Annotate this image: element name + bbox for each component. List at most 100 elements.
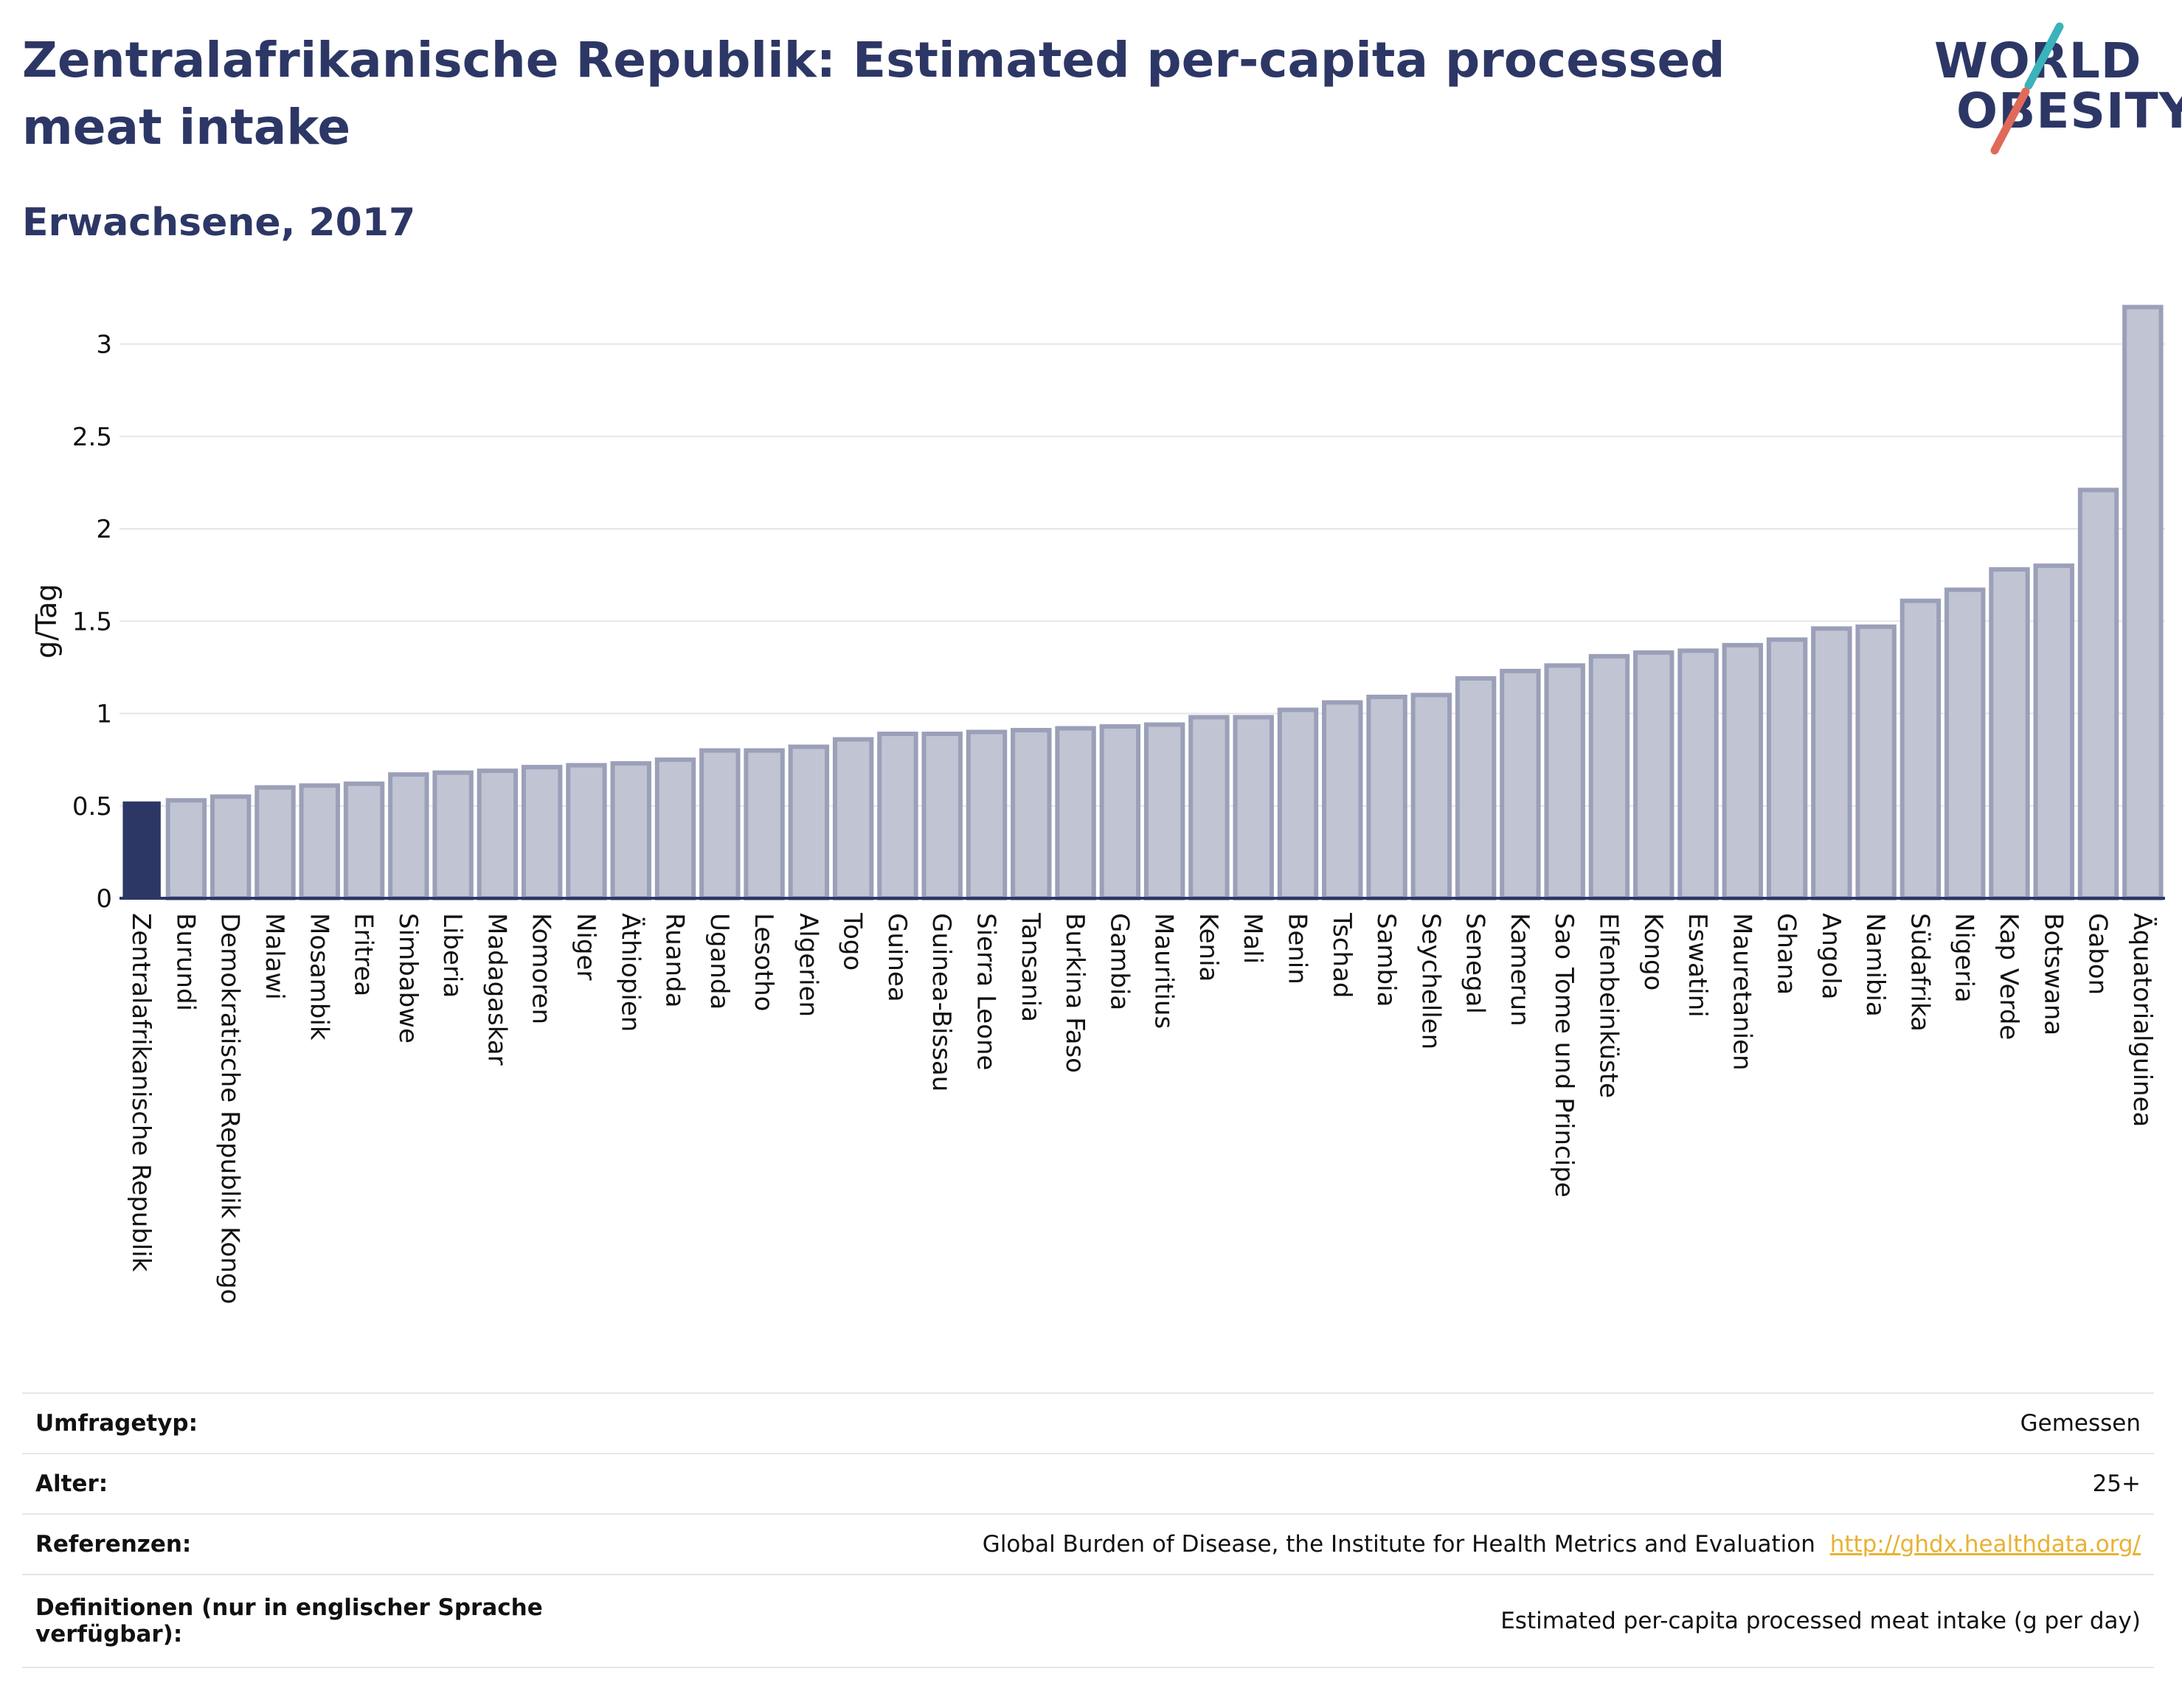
x-tick-label: Madagaskar [482,913,511,1066]
bar-gabon[interactable] [2077,487,2119,900]
x-axis-labels: Zentralafrikanische Republik Burundi Demok… [126,912,2157,1304]
x-tick-label: Sao Tome und Principe [1549,913,1579,1198]
x-tick-label: Eritrea [349,913,378,996]
bar-eswatini[interactable] [1677,648,1719,900]
x-tick-label: Zentralafrikanische Republik [126,913,156,1272]
bar-südafrika[interactable] [1899,598,1942,900]
bar-sierra-leone[interactable] [966,729,1008,900]
bar-togo[interactable] [832,737,874,900]
info-row-age: Alter: 25+ [22,1453,2154,1515]
x-tick-label: Sambia [1371,913,1401,1007]
survey-type-label: Umfragetyp: [22,1392,580,1454]
x-tick-label: Gambia [1104,913,1134,1010]
bar-gambia[interactable] [1099,724,1141,900]
bar-guinea[interactable] [877,732,918,900]
x-tick-label: Algerien [793,913,822,1017]
x-tick-label: Guinea [882,913,912,1002]
x-tick-label: Niger [571,913,600,980]
bar-nigeria[interactable] [1944,587,1986,900]
bar-guinea-bissau[interactable] [921,732,963,900]
bar-senegal[interactable] [1455,676,1497,901]
bar-madagaskar[interactable] [477,768,519,901]
references-value: Global Burden of Disease, the Institute … [982,1531,1815,1558]
x-tick-label: Togo [838,912,867,971]
x-tick-label: Äthiopien [615,913,645,1032]
info-row-definitions: Definitionen (nur in englischer Sprache … [22,1574,2154,1668]
x-tick-label: Demokratische Republik Kongo [215,913,245,1304]
bar-äthiopien[interactable] [610,761,651,901]
chart-subtitle: Erwachsene, 2017 [22,201,416,245]
bar-seychellen[interactable] [1410,692,1452,900]
x-tick-label: Eswatini [1683,913,1712,1018]
bar-lesotho[interactable] [744,748,785,900]
x-tick-label: Nigeria [1950,913,1979,1003]
bar-mauritius[interactable] [1143,722,1185,901]
bar-mosambik[interactable] [299,783,340,900]
x-tick-label: Lesotho [749,913,778,1011]
x-tick-label: Mosambik [304,913,333,1041]
bar-kamerun[interactable] [1500,668,1541,900]
bar-angola[interactable] [1811,626,1852,900]
bar-komoren[interactable] [521,765,563,901]
bar-uganda[interactable] [699,748,741,900]
x-tick-label: Tansania [1016,912,1045,1022]
bar-ghana[interactable] [1766,637,1808,900]
bar-mali[interactable] [1233,715,1274,901]
x-tick-label: Gabon [2083,913,2113,995]
logo-slash-icon [1990,22,2064,155]
x-tick-label: Elfenbeinküste [1593,913,1623,1098]
y-tick-label: 1 [96,700,112,729]
info-table: Umfragetyp: Gemessen Alter: 25+ Referenz… [22,1392,2154,1668]
bar-kap-verde[interactable] [1989,567,2030,900]
x-tick-label: Äquatorialguinea [2127,913,2157,1127]
age-label: Alter: [22,1453,580,1515]
x-tick-label: Simbabwe [393,913,423,1044]
bar-sambia[interactable] [1366,694,1407,901]
age-value: 25+ [580,1453,2154,1515]
x-tick-label: Komoren [527,913,556,1024]
references-link[interactable]: http://ghdx.healthdata.org/ [1829,1531,2141,1558]
bar-elfenbeinküste[interactable] [1588,653,1630,900]
definitions-label: Definitionen (nur in englischer Sprache … [22,1574,580,1668]
info-row-survey: Umfragetyp: Gemessen [22,1392,2154,1454]
bar-malawi[interactable] [254,785,296,901]
x-tick-label: Benin [1282,913,1312,985]
bar-zentralafrikanische-republik[interactable] [122,801,161,899]
x-tick-label: Burkina Faso [1060,913,1090,1073]
bar-äquatorialguinea[interactable] [2122,305,2164,900]
bar-ruanda[interactable] [654,757,696,900]
bar-demokratische-republik-kongo[interactable] [209,794,252,900]
x-tick-label: Mauritius [1149,913,1179,1029]
bar-niger[interactable] [566,763,607,901]
survey-type-value: Gemessen [580,1392,2154,1454]
bar-eritrea[interactable] [343,781,385,900]
definitions-value: Estimated per-capita processed meat inta… [580,1574,2154,1668]
x-tick-label: Tschad [1327,912,1357,999]
world-obesity-logo[interactable]: WORLD OBESITY [1918,21,2182,161]
y-tick-label: 2 [96,515,112,544]
bar-burundi[interactable] [165,798,207,900]
y-tick-label: 1.5 [72,607,112,636]
x-tick-label: Sierra Leone [971,913,1001,1070]
bar-simbabwe[interactable] [388,772,429,900]
y-axis-label: g/Tag [30,584,63,659]
bar-kongo[interactable] [1633,650,1674,900]
x-tick-label: Liberia [437,913,467,998]
bar-tschad[interactable] [1322,700,1363,900]
bar-botswana[interactable] [2033,563,2075,900]
x-tick-label: Burundi [170,913,200,1011]
x-tick-label: Uganda [704,913,734,1010]
bar-algerien[interactable] [788,744,830,901]
bar-tansania[interactable] [1011,728,1052,900]
x-tick-label: Angola [1816,913,1846,999]
bar-benin[interactable] [1277,707,1319,900]
bar-burkina-faso[interactable] [1055,726,1096,900]
x-tick-label: Seychellen [1416,913,1445,1049]
x-tick-label: Kongo [1638,913,1668,990]
bar-mauretanien[interactable] [1722,642,1764,900]
bar-sao-tome-und-principe[interactable] [1544,663,1585,900]
bar-liberia[interactable] [432,770,474,900]
bar-kenia[interactable] [1188,715,1230,901]
y-tick-label: 0 [96,884,112,914]
bar-namibia[interactable] [1855,624,1897,900]
